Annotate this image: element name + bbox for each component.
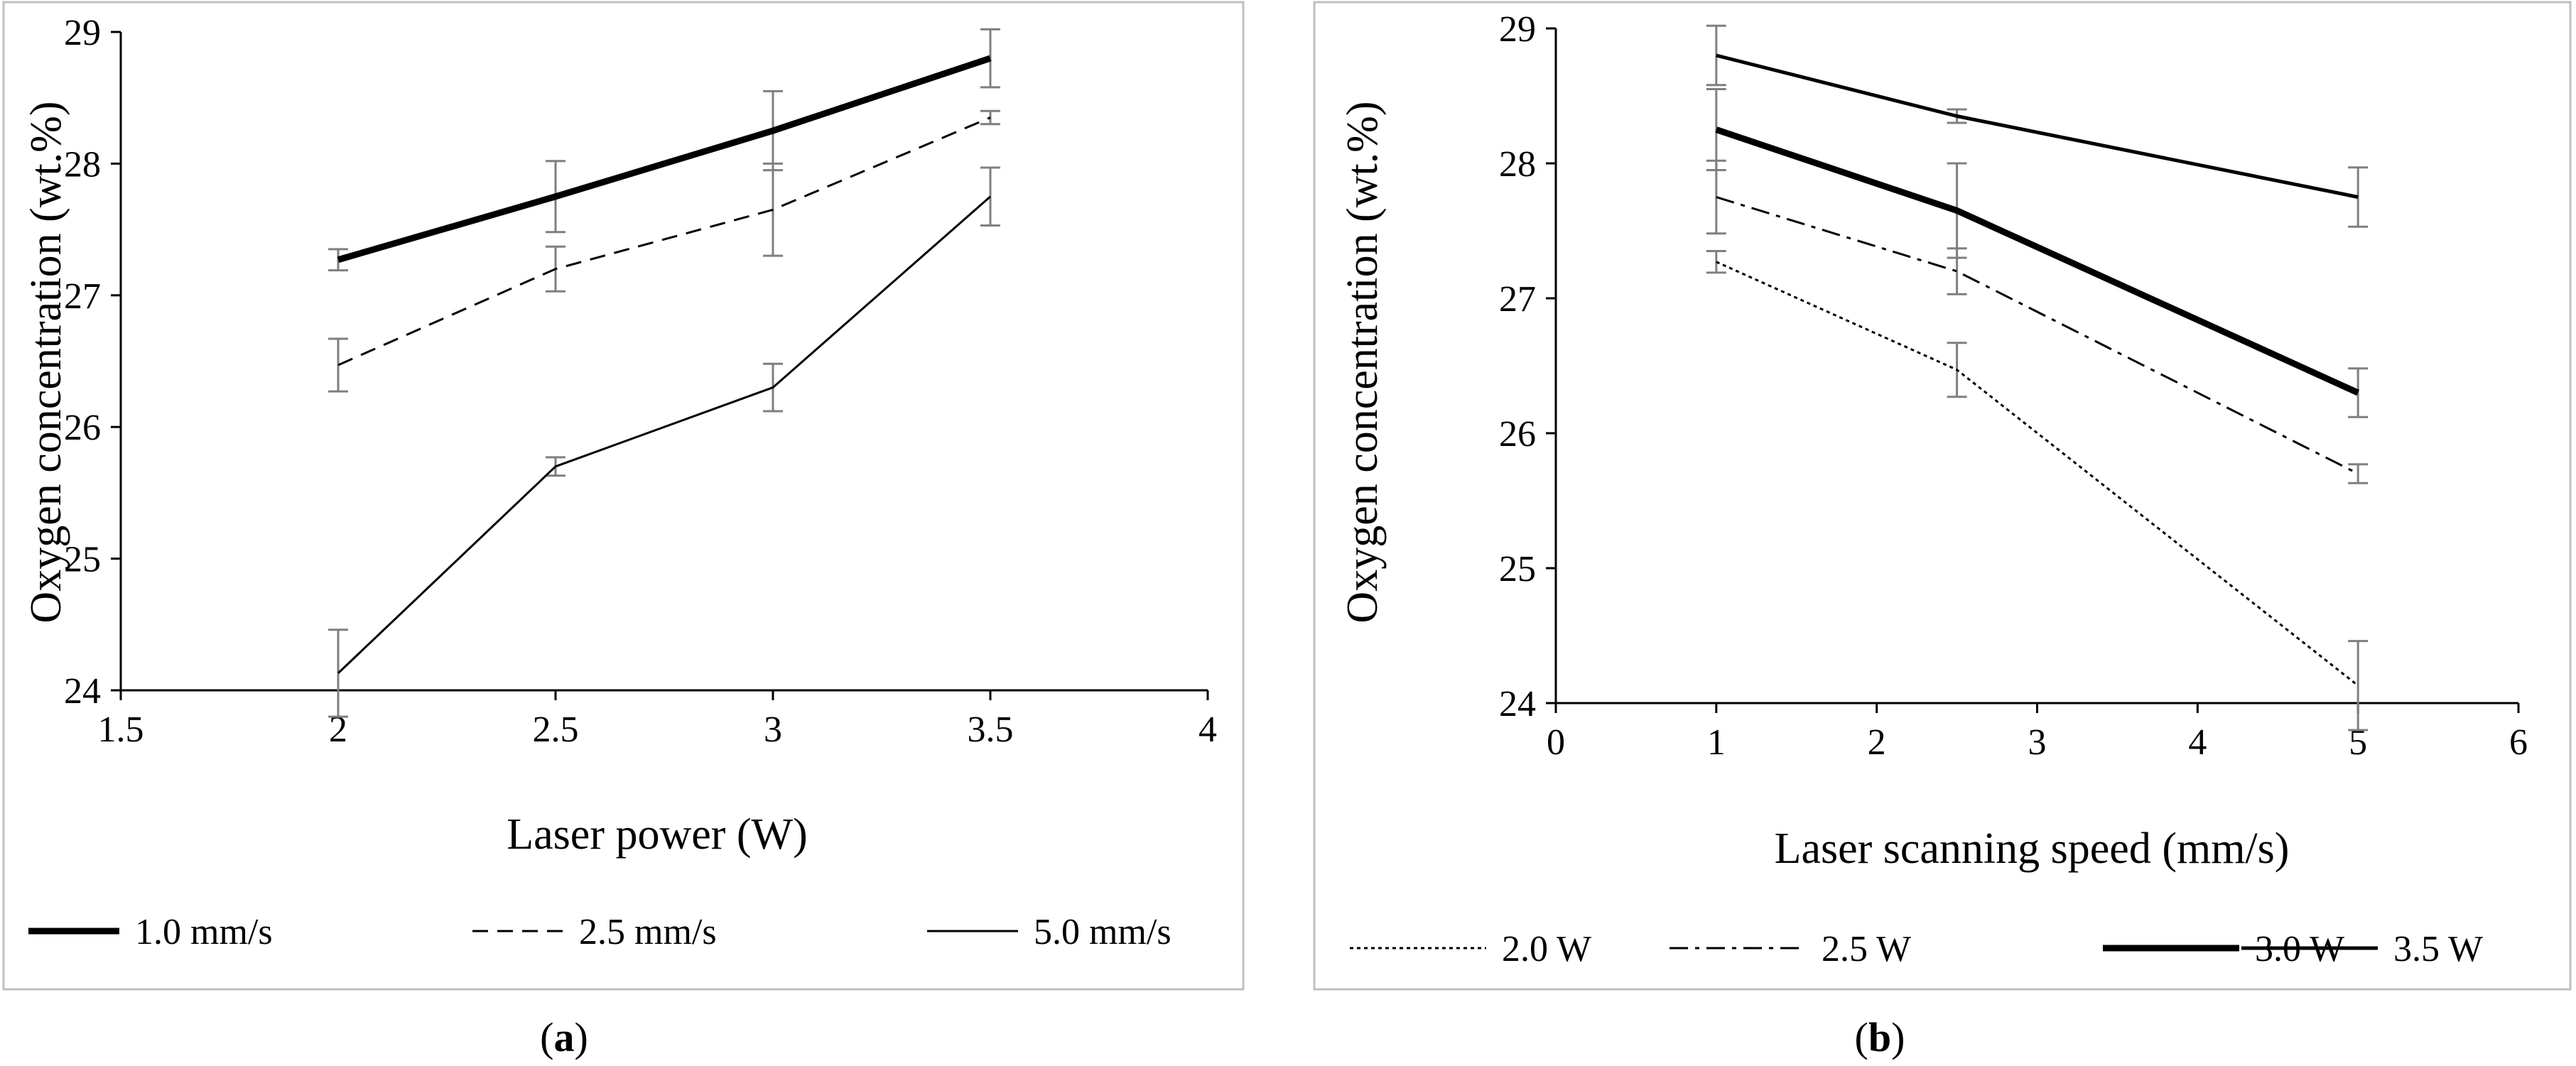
y-tick-label: 24 — [1499, 684, 1536, 724]
y-tick-label: 25 — [1499, 549, 1536, 589]
series-line-5-0-mm-s — [337, 195, 991, 674]
x-axis-title: Laser scanning speed (mm/s) — [1775, 825, 2290, 873]
panel-a-frame — [2, 1, 1245, 991]
y-tick-label: 29 — [64, 13, 101, 53]
x-tick-label: 3 — [2028, 722, 2047, 763]
caption-b: (b) — [1855, 1014, 1905, 1060]
legend-item: 3.5 W — [2241, 929, 2483, 969]
y-tick-label: 28 — [64, 144, 101, 185]
legend-label: 2.5 W — [1822, 929, 1911, 969]
x-tick-label: 3.5 — [968, 709, 1014, 750]
series-line-1-0-mm-s — [337, 55, 992, 263]
x-tick-label: 4 — [2188, 722, 2207, 763]
x-tick-label: 0 — [1547, 722, 1565, 763]
legend-label: 2.5 mm/s — [579, 912, 717, 952]
legend-a: 1.0 mm/s 2.5 mm/s 5.0 mm/s — [28, 912, 1171, 952]
y-axis-title: Oxygen concentration (wt.%) — [22, 101, 70, 623]
y-tick-label: 26 — [64, 408, 101, 448]
legend-item: 2.5 W — [1669, 929, 1911, 969]
legend-label: 1.0 mm/s — [135, 912, 273, 952]
x-tick-label: 2.5 — [533, 709, 579, 750]
series-line-3-5-w — [1716, 53, 2359, 199]
x-tick-label: 3 — [764, 709, 782, 750]
series-line-2-0-w — [1716, 261, 2359, 687]
y-tick-label: 25 — [64, 540, 101, 580]
x-axis-title: Laser power (W) — [507, 810, 807, 859]
x-tick-label: 6 — [2509, 722, 2528, 763]
legend-item: 5.0 mm/s — [927, 912, 1171, 952]
series-line-2-5-mm-s — [337, 116, 991, 366]
series-line-3-0-w — [1715, 126, 2360, 396]
legend-b: 2.0 W 2.5 W 3.0 W 3.5 W — [1350, 929, 2483, 969]
y-tick-label: 27 — [64, 276, 101, 317]
y-tick-label: 24 — [64, 671, 101, 712]
series-line-2-5-w — [1716, 196, 2359, 475]
legend-item: 1.0 mm/s — [28, 912, 273, 952]
y-tick-label: 28 — [1499, 144, 1536, 185]
x-tick-label: 4 — [1198, 709, 1217, 750]
x-tick-label: 1 — [1707, 722, 1726, 763]
legend-label: 2.0 W — [1502, 929, 1591, 969]
legend-item: 2.0 W — [1350, 929, 1591, 969]
y-tick-label: 29 — [1499, 9, 1536, 50]
legend-item: 2.5 mm/s — [472, 912, 717, 952]
y-tick-label: 27 — [1499, 279, 1536, 320]
x-tick-label: 1.5 — [98, 709, 144, 750]
legend-label: 3.5 W — [2393, 929, 2483, 969]
y-tick-label: 26 — [1499, 414, 1536, 455]
error-bar — [2348, 640, 2369, 731]
legend-label: 5.0 mm/s — [1034, 912, 1171, 952]
y-axis-title: Oxygen concentration (wt.%) — [1338, 101, 1387, 623]
x-tick-label: 2 — [1868, 722, 1886, 763]
error-bar — [2348, 463, 2369, 484]
caption-a: (a) — [540, 1014, 588, 1060]
